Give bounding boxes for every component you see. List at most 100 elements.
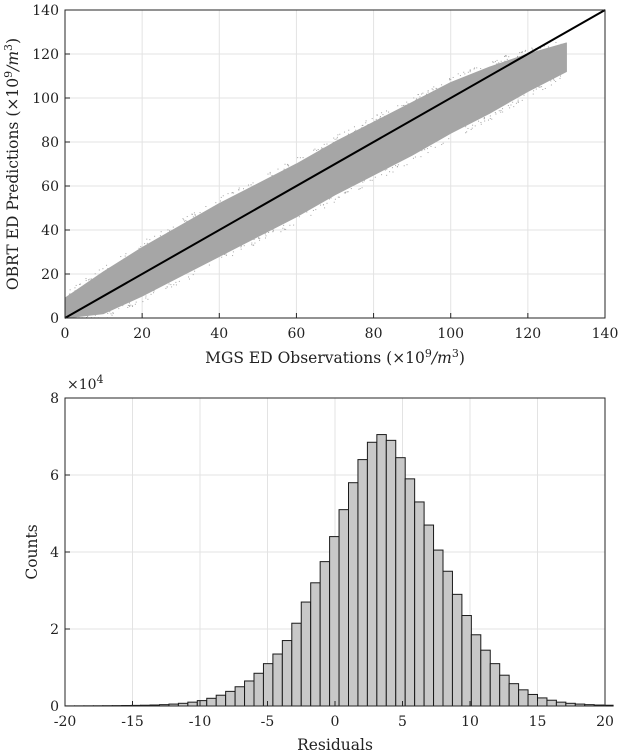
scatter-point [531, 47, 533, 49]
scatter-point [146, 242, 148, 244]
scatter-point [253, 185, 255, 187]
scatter-point [442, 142, 444, 144]
scatter-point [306, 211, 308, 213]
scatter-point [374, 120, 376, 122]
scatter-point [90, 278, 92, 280]
scatter-point [504, 60, 506, 62]
scatter-point [361, 124, 363, 126]
scatter-point [240, 248, 242, 250]
scatter-point [427, 91, 429, 93]
scatter-point [252, 182, 254, 184]
scatter-point [112, 312, 114, 314]
scatter-point [496, 59, 498, 61]
scatter-y-tick-label: 80 [41, 135, 59, 151]
scatter-x-tick-label: 40 [210, 326, 228, 342]
scatter-point [517, 101, 519, 103]
scatter-point [491, 118, 493, 120]
scatter-point [258, 237, 260, 239]
scatter-point [421, 93, 423, 95]
scatter-point [421, 150, 423, 152]
scatter-point [418, 99, 420, 101]
scatter-point [401, 105, 403, 107]
scatter-point [347, 135, 349, 137]
scatter-point [175, 284, 177, 286]
scatter-point [435, 87, 437, 89]
scatter-point [336, 138, 338, 140]
scatter-point [272, 230, 274, 232]
scatter-point [470, 128, 472, 130]
scatter-point [560, 75, 562, 77]
scatter-point [299, 157, 301, 159]
scatter-point [433, 86, 435, 88]
scatter-x-ticks: 0 20 40 60 80 100 120 140 [61, 313, 618, 342]
scatter-point [473, 68, 475, 70]
scatter-point [496, 63, 498, 65]
histogram-bar [253, 672, 264, 707]
scatter-y-tick-label: 60 [41, 179, 59, 195]
scatter-point [150, 293, 152, 295]
scatter-point [305, 158, 307, 160]
histogram-bar [451, 593, 463, 707]
scatter-point [170, 284, 172, 286]
scatter-point [464, 76, 466, 78]
scatter-point [359, 188, 361, 190]
scatter-point [334, 198, 336, 200]
histogram-bar [348, 482, 359, 707]
scatter-point [493, 61, 495, 63]
scatter-point [489, 67, 491, 69]
scatter-point [316, 149, 318, 151]
scatter-point [138, 247, 140, 249]
scatter-point [145, 297, 147, 299]
scatter-point [264, 233, 266, 235]
scatter-point [120, 256, 122, 258]
scatter-point [517, 56, 519, 58]
scatter-point [247, 184, 249, 186]
scatter-point [140, 246, 142, 248]
scatter-point [502, 111, 504, 113]
scatter-point [286, 163, 288, 165]
scatter-point [284, 163, 286, 165]
scatter-point [182, 218, 184, 220]
histogram-bar [244, 680, 255, 707]
scatter-point [326, 202, 328, 204]
scatter-point [134, 303, 136, 305]
scatter-point [339, 133, 341, 135]
scatter-point [374, 176, 376, 178]
scatter-point [521, 51, 523, 53]
scatter-point [147, 298, 149, 300]
scatter-point [523, 94, 525, 96]
scatter-point [192, 216, 194, 218]
scatter-point [365, 120, 367, 122]
histogram-bar [414, 501, 425, 707]
scatter-point [517, 99, 519, 101]
histogram-y-tick-label: 6 [50, 468, 59, 484]
scatter-point [346, 191, 348, 193]
scatter-point [474, 125, 476, 127]
scatter-point [126, 257, 128, 259]
histogram: -20 -15 -10 -5 0 5 10 15 20 0 2 4 6 8 ×104 Residuals… [23, 373, 614, 754]
scatter-point [504, 55, 506, 57]
scatter-point [361, 187, 363, 189]
scatter-point [386, 110, 388, 112]
scatter-point [521, 51, 523, 53]
scatter-point [283, 228, 285, 230]
scatter-point [74, 287, 76, 289]
scatter-point [348, 129, 350, 131]
scatter-point [505, 55, 507, 57]
scatter-point [225, 255, 227, 257]
scatter-point [464, 73, 466, 75]
scatter-point [222, 195, 224, 197]
scatter-point [149, 239, 151, 241]
scatter-point [487, 119, 489, 121]
scatter-point [225, 253, 227, 255]
scatter-y-tick-label: 0 [50, 311, 59, 327]
scatter-point [457, 73, 459, 75]
scatter-point [560, 43, 562, 45]
histogram-bar [433, 549, 444, 707]
scatter-point [165, 287, 167, 289]
scatter-y-tick-label: 40 [41, 223, 59, 239]
histogram-bar [470, 634, 482, 707]
scatter-point [450, 78, 452, 80]
scatter-point [555, 41, 557, 43]
scatter-point [334, 138, 336, 140]
